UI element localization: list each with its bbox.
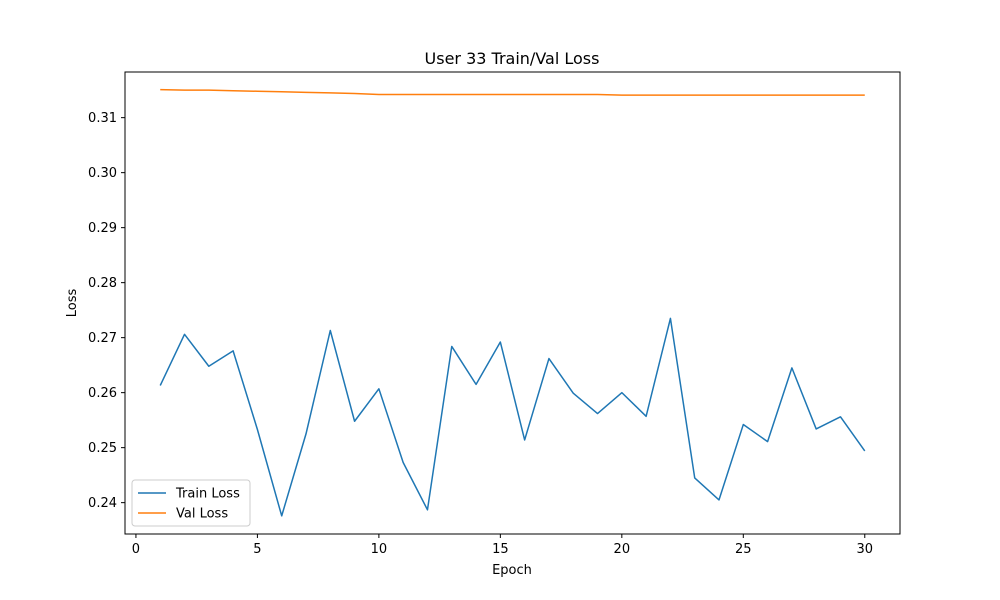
legend-label: Val Loss: [176, 507, 228, 522]
legend: Train Loss Val Loss: [131, 479, 251, 527]
x-axis: 0 5 10 15 20 25 30: [132, 534, 873, 557]
y-tick-label: 0.29: [88, 221, 117, 236]
y-axis: 0.24 0.25 0.26 0.27 0.28 0.29 0.30 0.31: [88, 111, 125, 511]
x-tick-label: 5: [253, 542, 261, 557]
plot-area: [159, 88, 866, 517]
x-tick-label: 25: [735, 542, 752, 557]
y-tick-label: 0.27: [88, 331, 117, 346]
x-axis-label: Epoch: [492, 563, 532, 578]
y-tick-label: 0.24: [88, 496, 117, 511]
y-tick-label: 0.30: [88, 166, 117, 181]
legend-label: Train Loss: [175, 487, 240, 502]
y-tick-label: 0.26: [88, 386, 117, 401]
axes-frame: [124, 71, 901, 535]
chart-title: User 33 Train/Val Loss: [425, 49, 600, 68]
y-tick-label: 0.25: [88, 441, 117, 456]
x-tick-label: 15: [492, 542, 509, 557]
val-loss-line: [160, 88, 865, 96]
y-tick-label: 0.31: [88, 111, 117, 126]
y-axis-label: Loss: [65, 289, 80, 318]
legend-box: [131, 479, 251, 527]
x-tick-label: 20: [614, 542, 631, 557]
x-tick-label: 0: [132, 542, 140, 557]
x-tick-label: 30: [856, 542, 873, 557]
train-loss-line: [159, 317, 866, 517]
y-tick-label: 0.28: [88, 276, 117, 291]
x-tick-label: 10: [371, 542, 388, 557]
